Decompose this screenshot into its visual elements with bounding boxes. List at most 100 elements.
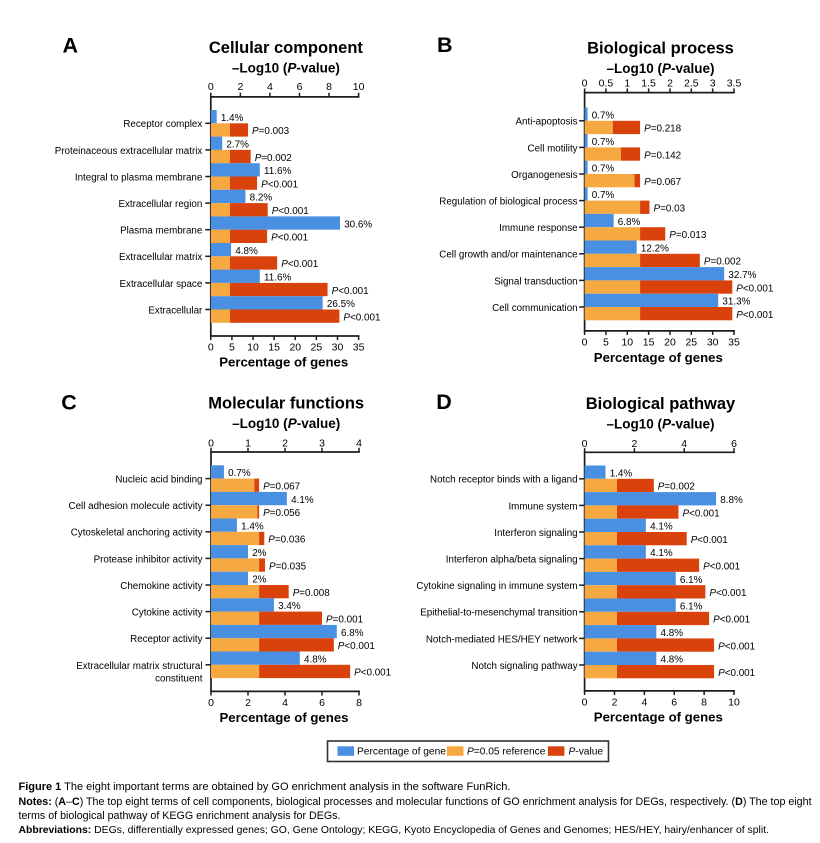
svg-text:Extracellular matrix structura: Extracellular matrix structural	[76, 661, 202, 672]
svg-text:11.6%: 11.6%	[264, 273, 291, 284]
svg-text:2: 2	[631, 438, 637, 450]
svg-text:Receptor activity: Receptor activity	[130, 634, 203, 645]
svg-text:P=0.002: P=0.002	[255, 153, 292, 164]
svg-text:P=0.002: P=0.002	[658, 482, 695, 493]
svg-text:P=0.003: P=0.003	[252, 126, 290, 137]
svg-text:P=0.067: P=0.067	[644, 177, 681, 188]
svg-text:P<0.001: P<0.001	[718, 641, 756, 652]
svg-text:Notch signaling pathway: Notch signaling pathway	[471, 661, 577, 672]
svg-text:4.8%: 4.8%	[661, 655, 684, 666]
svg-text:P<0.001: P<0.001	[281, 259, 319, 270]
svg-text:3.5: 3.5	[727, 78, 742, 90]
svg-text:–Log10 (P-value): –Log10 (P-value)	[606, 61, 714, 76]
svg-text:4.1%: 4.1%	[650, 522, 673, 533]
svg-text:C: C	[61, 390, 77, 414]
svg-text:Percentage of genes: Percentage of genes	[220, 710, 349, 725]
svg-text:Receptor complex: Receptor complex	[123, 119, 202, 130]
svg-text:Cytokine activity: Cytokine activity	[132, 608, 203, 619]
svg-text:0: 0	[582, 697, 588, 709]
svg-text:31.3%: 31.3%	[722, 297, 750, 308]
svg-text:2%: 2%	[252, 575, 266, 586]
svg-text:25: 25	[685, 336, 697, 348]
svg-text:8: 8	[326, 81, 332, 93]
svg-text:P=0.218: P=0.218	[644, 124, 682, 135]
svg-text:Extracellular matrix: Extracellular matrix	[119, 252, 202, 263]
svg-text:Anti-apoptosis: Anti-apoptosis	[516, 117, 578, 128]
svg-text:10: 10	[621, 336, 633, 348]
svg-text:0.7%: 0.7%	[592, 164, 615, 175]
svg-text:0.7%: 0.7%	[592, 137, 615, 148]
svg-text:P<0.001: P<0.001	[703, 562, 741, 573]
svg-text:0.7%: 0.7%	[228, 468, 251, 479]
svg-text:0: 0	[208, 697, 214, 709]
svg-text:P<0.001: P<0.001	[683, 508, 721, 519]
svg-text:Signal transduction: Signal transduction	[494, 276, 577, 287]
svg-text:Notes: (A–C) The top eight ter: Notes: (A–C) The top eight terms of cell…	[19, 796, 812, 808]
svg-text:30: 30	[707, 336, 719, 348]
svg-text:P<0.001: P<0.001	[736, 283, 774, 294]
svg-text:11.6%: 11.6%	[264, 166, 291, 177]
svg-text:P<0.001: P<0.001	[713, 615, 751, 626]
svg-text:6: 6	[297, 81, 303, 93]
svg-text:Plasma membrane: Plasma membrane	[120, 226, 203, 237]
svg-text:1.4%: 1.4%	[610, 468, 633, 479]
svg-text:constituent: constituent	[155, 673, 203, 684]
svg-text:Interferon signaling: Interferon signaling	[494, 528, 577, 539]
svg-text:Cell motility: Cell motility	[528, 143, 578, 154]
svg-text:2.5: 2.5	[684, 78, 699, 90]
svg-text:3.4%: 3.4%	[278, 601, 301, 612]
svg-text:2.7%: 2.7%	[226, 140, 249, 151]
svg-text:4.8%: 4.8%	[304, 654, 327, 665]
svg-text:5: 5	[603, 336, 609, 348]
svg-text:4: 4	[267, 81, 273, 93]
svg-text:P=0.03: P=0.03	[654, 204, 686, 215]
svg-text:–Log10 (P-value): –Log10 (P-value)	[606, 416, 714, 431]
svg-text:8: 8	[701, 697, 707, 709]
svg-text:4: 4	[681, 438, 687, 450]
svg-text:P<0.001: P<0.001	[271, 233, 309, 244]
svg-text:6: 6	[319, 697, 325, 709]
svg-text:10: 10	[247, 342, 259, 354]
svg-text:Protease inhibitor activity: Protease inhibitor activity	[94, 554, 203, 565]
svg-text:Cell communication: Cell communication	[492, 303, 577, 314]
svg-text:Notch-mediated HES/HEY network: Notch-mediated HES/HEY network	[426, 634, 578, 645]
svg-text:8: 8	[356, 697, 362, 709]
svg-text:26.5%: 26.5%	[327, 299, 355, 310]
svg-text:8.8%: 8.8%	[720, 495, 743, 506]
svg-text:4: 4	[641, 697, 647, 709]
svg-text:P<0.001: P<0.001	[709, 588, 747, 599]
svg-text:P=0.001: P=0.001	[326, 615, 364, 626]
svg-text:35: 35	[353, 342, 365, 354]
svg-text:30.6%: 30.6%	[344, 219, 372, 230]
svg-text:P=0.013: P=0.013	[669, 230, 707, 241]
svg-text:Cytoskeletal anchoring activit: Cytoskeletal anchoring activity	[71, 528, 203, 539]
svg-text:6.8%: 6.8%	[618, 217, 641, 228]
svg-text:1: 1	[245, 438, 251, 450]
svg-text:Percentage of genes: Percentage of genes	[594, 350, 723, 365]
svg-text:2: 2	[612, 697, 618, 709]
svg-text:P=0.008: P=0.008	[293, 588, 331, 599]
svg-text:Organogenesis: Organogenesis	[511, 170, 578, 181]
svg-text:4.1%: 4.1%	[291, 495, 314, 506]
svg-text:Interferon alpha/beta signalin: Interferon alpha/beta signaling	[446, 555, 578, 566]
svg-text:4: 4	[356, 438, 362, 450]
svg-text:Extracellular region: Extracellular region	[118, 199, 202, 210]
svg-text:3: 3	[319, 438, 325, 450]
svg-text:P<0.001: P<0.001	[338, 641, 376, 652]
svg-text:P<0.001: P<0.001	[332, 286, 370, 297]
svg-text:–Log10 (P-value): –Log10 (P-value)	[232, 416, 340, 431]
svg-text:P=0.002: P=0.002	[704, 257, 741, 268]
svg-text:4.8%: 4.8%	[235, 246, 258, 257]
svg-text:Cytokine signaling in immune s: Cytokine signaling in immune system	[416, 581, 577, 592]
svg-text:6: 6	[731, 438, 737, 450]
svg-text:25: 25	[311, 342, 323, 354]
svg-text:P<0.001: P<0.001	[261, 179, 299, 190]
svg-text:P<0.001: P<0.001	[736, 310, 774, 321]
svg-text:1: 1	[624, 78, 630, 90]
svg-text:terms of biological pathway of: terms of biological pathway of KEGG enri…	[19, 810, 341, 822]
svg-text:Cellular component: Cellular component	[209, 39, 364, 57]
svg-text:0: 0	[582, 78, 588, 90]
svg-text:Cell adhesion molecule activit: Cell adhesion molecule activity	[69, 501, 203, 512]
svg-text:4.1%: 4.1%	[650, 548, 673, 559]
svg-text:35: 35	[728, 336, 740, 348]
